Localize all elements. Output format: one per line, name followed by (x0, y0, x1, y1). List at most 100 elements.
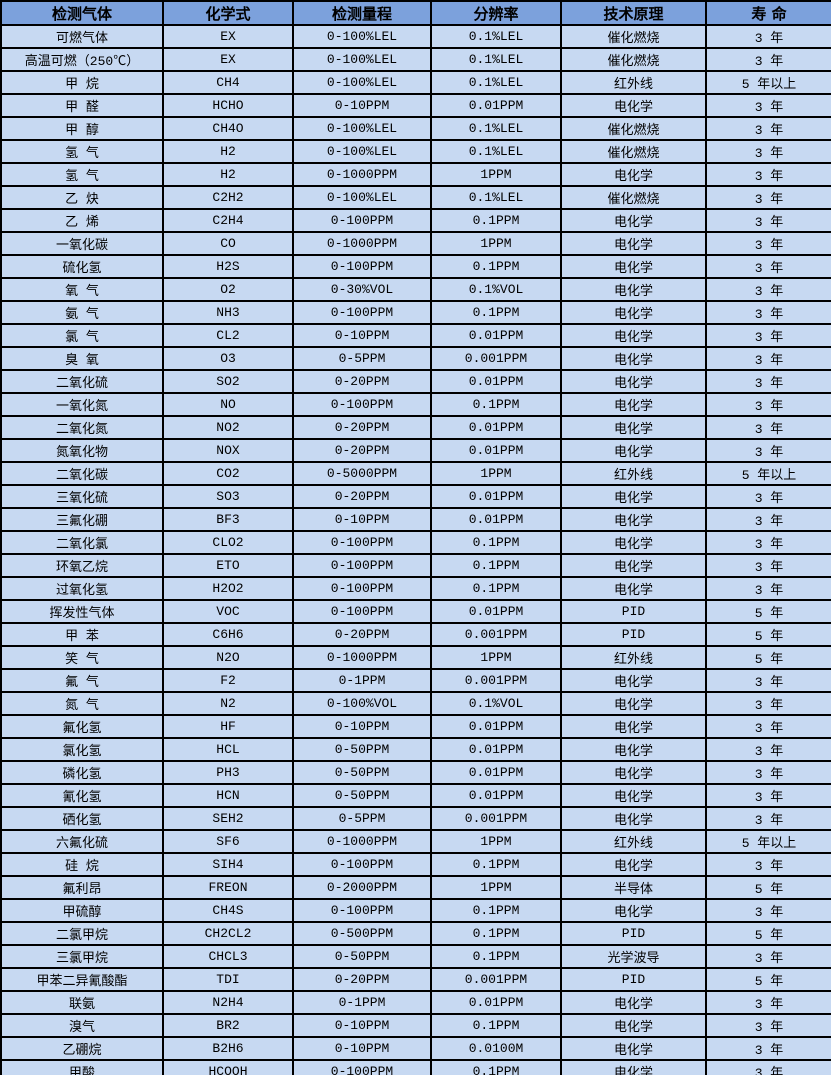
cell-resolution: 0.01PPM (430, 783, 562, 808)
cell-gas: 氟化氢 (0, 714, 164, 739)
cell-range: 0-50PPM (292, 783, 432, 808)
cell-formula: HCHO (162, 93, 294, 118)
table-row: 可燃气体 EX 0-100%LEL 0.1%LEL 催化燃烧 3 年 (0, 24, 831, 49)
cell-range: 0-100%LEL (292, 70, 432, 95)
cell-lifetime: 3 年 (705, 806, 831, 831)
cell-resolution: 0.01PPM (430, 760, 562, 785)
cell-range: 0-500PPM (292, 921, 432, 946)
cell-principle: 电化学 (560, 369, 707, 394)
cell-range: 0-20PPM (292, 622, 432, 647)
table-row: 甲 醇 CH4O 0-100%LEL 0.1%LEL 催化燃烧 3 年 (0, 116, 831, 141)
cell-principle: 电化学 (560, 691, 707, 716)
cell-lifetime: 3 年 (705, 990, 831, 1015)
cell-resolution: 0.001PPM (430, 346, 562, 371)
cell-resolution: 0.1%LEL (430, 139, 562, 164)
cell-gas: 联氨 (0, 990, 164, 1015)
cell-lifetime: 5 年以上 (705, 829, 831, 854)
cell-lifetime: 3 年 (705, 277, 831, 302)
cell-principle: 催化燃烧 (560, 24, 707, 49)
cell-formula: SF6 (162, 829, 294, 854)
cell-principle: 电化学 (560, 300, 707, 325)
cell-range: 0-50PPM (292, 737, 432, 762)
cell-gas: 笑 气 (0, 645, 164, 670)
cell-principle: 电化学 (560, 530, 707, 555)
cell-lifetime: 3 年 (705, 898, 831, 923)
cell-lifetime: 3 年 (705, 691, 831, 716)
cell-range: 0-1PPM (292, 668, 432, 693)
table-row: 氢 气 H2 0-100%LEL 0.1%LEL 催化燃烧 3 年 (0, 139, 831, 164)
table-row: 硅 烷 SIH4 0-100PPM 0.1PPM 电化学 3 年 (0, 852, 831, 877)
cell-lifetime: 3 年 (705, 93, 831, 118)
cell-gas: 氢 气 (0, 162, 164, 187)
cell-range: 0-1PPM (292, 990, 432, 1015)
cell-lifetime: 3 年 (705, 415, 831, 440)
table-row: 氧 气 O2 0-30%VOL 0.1%VOL 电化学 3 年 (0, 277, 831, 302)
table-row: 一氧化碳 CO 0-1000PPM 1PPM 电化学 3 年 (0, 231, 831, 256)
cell-lifetime: 3 年 (705, 24, 831, 49)
cell-formula: N2O (162, 645, 294, 670)
table-row: 二氧化氯 CLO2 0-100PPM 0.1PPM 电化学 3 年 (0, 530, 831, 555)
cell-principle: 电化学 (560, 1013, 707, 1038)
column-header-principle: 技术原理 (560, 0, 707, 26)
cell-formula: NO (162, 392, 294, 417)
table-row: 氮 气 N2 0-100%VOL 0.1%VOL 电化学 3 年 (0, 691, 831, 716)
cell-range: 0-50PPM (292, 760, 432, 785)
cell-formula: N2 (162, 691, 294, 716)
cell-range: 0-10PPM (292, 507, 432, 532)
cell-gas: 甲 苯 (0, 622, 164, 647)
cell-lifetime: 3 年 (705, 369, 831, 394)
cell-lifetime: 3 年 (705, 737, 831, 762)
cell-formula: H2S (162, 254, 294, 279)
table-row: 磷化氢 PH3 0-50PPM 0.01PPM 电化学 3 年 (0, 760, 831, 785)
cell-resolution: 0.1PPM (430, 392, 562, 417)
cell-gas: 氯化氢 (0, 737, 164, 762)
cell-range: 0-100PPM (292, 208, 432, 233)
cell-formula: BF3 (162, 507, 294, 532)
cell-range: 0-100PPM (292, 254, 432, 279)
cell-resolution: 1PPM (430, 231, 562, 256)
cell-resolution: 0.01PPM (430, 438, 562, 463)
cell-resolution: 1PPM (430, 461, 562, 486)
cell-range: 0-100PPM (292, 1059, 432, 1075)
cell-resolution: 0.01PPM (430, 737, 562, 762)
cell-lifetime: 5 年 (705, 921, 831, 946)
cell-lifetime: 3 年 (705, 852, 831, 877)
cell-formula: O2 (162, 277, 294, 302)
cell-formula: C2H4 (162, 208, 294, 233)
cell-principle: 电化学 (560, 576, 707, 601)
cell-range: 0-5000PPM (292, 461, 432, 486)
cell-formula: FREON (162, 875, 294, 900)
cell-gas: 甲 醇 (0, 116, 164, 141)
cell-gas: 硅 烷 (0, 852, 164, 877)
cell-gas: 甲 烷 (0, 70, 164, 95)
cell-gas: 硫化氢 (0, 254, 164, 279)
cell-lifetime: 5 年 (705, 967, 831, 992)
cell-lifetime: 3 年 (705, 139, 831, 164)
cell-formula: PH3 (162, 760, 294, 785)
cell-range: 0-10PPM (292, 323, 432, 348)
cell-lifetime: 3 年 (705, 162, 831, 187)
cell-resolution: 0.1PPM (430, 1059, 562, 1075)
cell-range: 0-20PPM (292, 967, 432, 992)
cell-formula: VOC (162, 599, 294, 624)
cell-gas: 六氟化硫 (0, 829, 164, 854)
cell-resolution: 0.1PPM (430, 1013, 562, 1038)
cell-principle: 电化学 (560, 438, 707, 463)
cell-gas: 三氟化硼 (0, 507, 164, 532)
cell-range: 0-20PPM (292, 438, 432, 463)
cell-lifetime: 3 年 (705, 346, 831, 371)
cell-principle: 电化学 (560, 277, 707, 302)
cell-gas: 臭 氧 (0, 346, 164, 371)
cell-resolution: 0.1PPM (430, 530, 562, 555)
cell-principle: 电化学 (560, 668, 707, 693)
table-row: 挥发性气体 VOC 0-100PPM 0.01PPM PID 5 年 (0, 599, 831, 624)
cell-principle: 电化学 (560, 737, 707, 762)
table-row: 氟利昂 FREON 0-2000PPM 1PPM 半导体 5 年 (0, 875, 831, 900)
cell-resolution: 0.001PPM (430, 668, 562, 693)
cell-resolution: 0.1PPM (430, 576, 562, 601)
table-row: 氢 气 H2 0-1000PPM 1PPM 电化学 3 年 (0, 162, 831, 187)
cell-resolution: 0.1%LEL (430, 24, 562, 49)
cell-range: 0-100%LEL (292, 185, 432, 210)
cell-resolution: 0.01PPM (430, 93, 562, 118)
